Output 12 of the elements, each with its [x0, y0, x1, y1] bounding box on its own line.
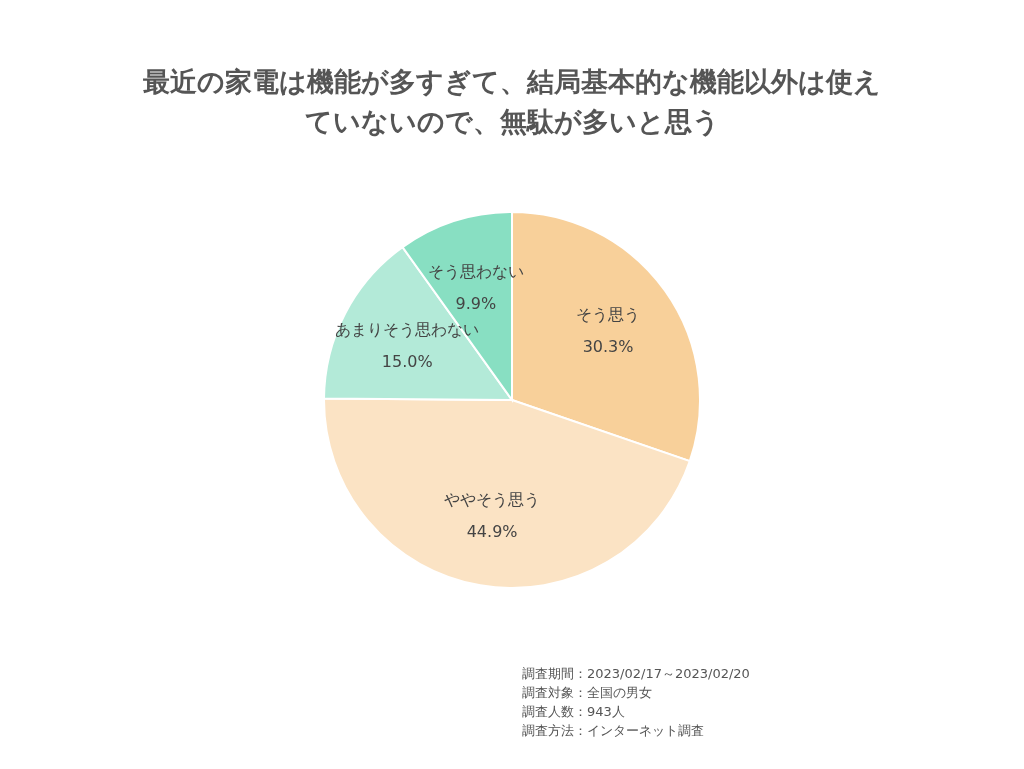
slice-label: あまりそう思わない: [335, 319, 480, 339]
data-label: 30.3%: [582, 337, 634, 357]
text: 調査方法：インターネット調査: [522, 722, 705, 740]
slice-label: そう思う: [576, 305, 641, 325]
data-label: 15.0%: [381, 351, 433, 371]
text: 調査人数：943人: [522, 703, 626, 721]
data-label: 44.9%: [466, 522, 518, 542]
chart-title: 最近の家電は機能が多すぎて、結局基本的な機能以外は使えていないので、無駄が多いと思う: [142, 65, 882, 139]
slice-label: ややそう思う: [444, 490, 541, 510]
text: 調査期間：2023/02/17～2023/02/20: [522, 665, 750, 683]
data-label: 9.9%: [455, 293, 497, 313]
text: 調査対象：全国の男女: [522, 684, 653, 702]
